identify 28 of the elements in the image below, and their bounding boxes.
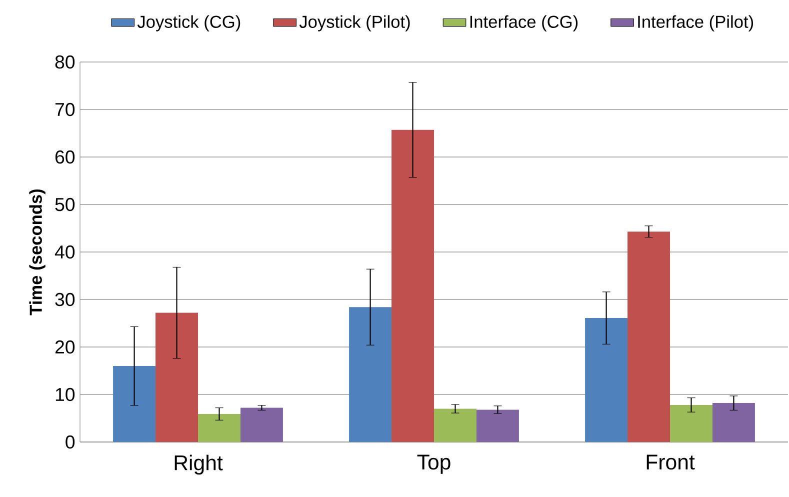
y-axis-title: Time (seconds): [29, 189, 46, 316]
y-tick-label: 0: [66, 435, 75, 449]
y-tick-label: 60: [55, 150, 75, 164]
legend-label: Interface (Pilot): [638, 15, 754, 32]
legend-label: Joystick (CG): [137, 15, 240, 32]
bar: [585, 318, 628, 442]
y-tick-label: 30: [55, 292, 75, 306]
y-tick-label: 50: [55, 198, 75, 212]
bar: [156, 312, 198, 442]
bar: [476, 410, 519, 442]
bar: [392, 130, 434, 442]
bar: [628, 232, 670, 442]
bar: [712, 403, 755, 442]
bar: [349, 307, 392, 442]
y-tick-label: 70: [55, 102, 75, 116]
legend-label: Joystick (Pilot): [299, 15, 410, 32]
y-tick-label: 20: [55, 340, 75, 354]
y-tick-label: 40: [54, 245, 75, 259]
bar: [240, 408, 283, 442]
bar: [434, 408, 476, 442]
bar: [198, 414, 240, 442]
x-tick-label: Right: [174, 454, 223, 475]
x-tick-label: Top: [417, 454, 450, 474]
bar: [670, 404, 712, 442]
y-tick-label: 80: [55, 55, 75, 69]
legend-label: Interface (CG): [470, 15, 578, 32]
x-tick-label: Front: [646, 454, 695, 470]
y-tick-label: 10: [56, 388, 75, 402]
